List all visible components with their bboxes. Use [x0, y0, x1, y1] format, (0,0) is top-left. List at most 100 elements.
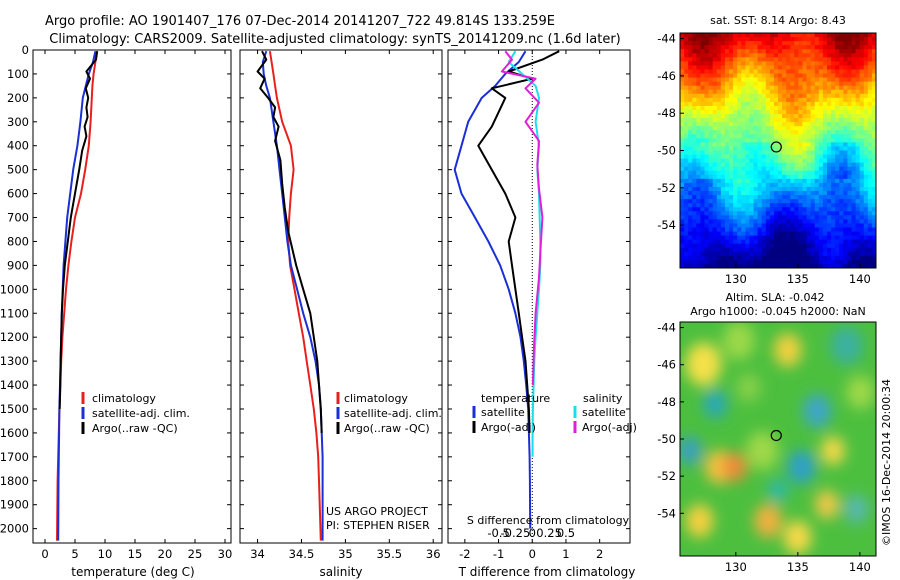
sst-cell	[847, 170, 852, 176]
sst-cell	[782, 118, 787, 123]
sst-cell	[847, 57, 852, 62]
sst-cell	[765, 61, 771, 66]
sst-cell	[773, 85, 779, 91]
sst-cell	[765, 93, 771, 99]
sst-cell	[680, 219, 685, 224]
sst-cell	[692, 219, 697, 224]
sst-cell	[822, 235, 828, 241]
sst-cell	[822, 251, 828, 257]
sst-cell	[802, 77, 807, 83]
sst-cell	[786, 130, 791, 135]
sst-cell	[708, 89, 714, 95]
sst-cell	[855, 251, 861, 257]
sst-cell	[871, 203, 876, 208]
sst-cell	[724, 130, 730, 135]
sst-cell	[749, 73, 754, 78]
sst-cell	[753, 69, 758, 74]
sst-cell	[737, 101, 742, 107]
sst-cell	[802, 101, 807, 107]
sst-cell	[863, 126, 869, 131]
sst-cell	[684, 223, 689, 228]
sst-cell	[802, 118, 807, 123]
sst-cell	[757, 162, 763, 168]
sst-cell	[778, 138, 783, 143]
sst-cell	[753, 178, 758, 184]
sst-cell	[790, 114, 795, 119]
sst-cell	[798, 61, 803, 66]
sst-cell	[835, 251, 840, 257]
sst-cell	[716, 126, 722, 131]
sst-cell	[835, 191, 840, 196]
sst-cell	[855, 57, 861, 62]
x-tick-label: 30	[218, 547, 233, 561]
sst-cell	[863, 122, 869, 127]
sst-cell	[729, 138, 734, 143]
sst-cell	[802, 138, 807, 143]
sst-cell	[773, 166, 779, 172]
sst-cell	[790, 174, 795, 180]
sst-cell	[773, 138, 779, 143]
sst-cell	[688, 158, 693, 164]
sst-cell	[863, 182, 869, 188]
sst-cell	[696, 235, 701, 241]
sst-cell	[814, 85, 820, 91]
sst-cell	[696, 109, 701, 115]
sst-cell	[684, 89, 689, 95]
sst-cell	[786, 53, 791, 58]
sst-cell	[831, 33, 836, 38]
sst-cell	[782, 109, 787, 115]
sst-cell	[798, 73, 803, 78]
sst-cell	[847, 49, 852, 54]
sst-cell	[680, 150, 685, 155]
sst-cell	[712, 166, 718, 172]
sst-cell	[806, 243, 812, 249]
sst-cell	[753, 191, 758, 196]
sst-cell	[855, 259, 861, 265]
sst-cell	[835, 182, 840, 188]
sst-cell	[814, 122, 820, 127]
sst-cell	[708, 146, 714, 151]
sst-cell	[737, 170, 742, 176]
sst-cell	[794, 259, 799, 265]
sst-cell	[859, 130, 865, 135]
sst-cell	[798, 146, 803, 151]
sst-cell	[737, 33, 742, 38]
sst-cell	[708, 195, 714, 200]
sst-cell	[753, 199, 758, 204]
sst-cell	[680, 263, 685, 268]
sst-cell	[741, 61, 746, 66]
sst-cell	[737, 186, 742, 192]
sst-cell	[733, 114, 738, 119]
sst-cell	[753, 142, 758, 147]
sst-cell	[782, 130, 787, 135]
sst-cell	[773, 207, 779, 212]
sst-cell	[680, 207, 685, 212]
sst-cell	[749, 65, 754, 70]
sst-cell	[786, 251, 791, 257]
sst-cell	[688, 146, 693, 151]
sst-cell	[818, 45, 824, 50]
sst-cell	[720, 138, 726, 143]
sst-cell	[688, 231, 693, 236]
sst-cell	[765, 41, 771, 46]
sst-cell	[827, 53, 832, 58]
sst-cell	[753, 259, 758, 265]
sst-cell	[822, 211, 828, 216]
sst-cell	[749, 130, 754, 135]
sst-cell	[773, 247, 779, 253]
sst-cell	[749, 199, 754, 204]
sst-cell	[773, 146, 779, 151]
sst-cell	[818, 118, 824, 123]
sst-cell	[847, 150, 852, 155]
sst-cell	[737, 211, 742, 216]
sst-cell	[778, 191, 783, 196]
sst-cell	[855, 122, 861, 127]
sst-cell	[810, 235, 816, 241]
sst-cell	[835, 231, 840, 236]
sst-cell	[761, 263, 767, 268]
sst-cell	[798, 126, 803, 131]
sst-cell	[843, 53, 848, 58]
sst-cell	[720, 81, 726, 87]
sst-cell	[761, 114, 767, 119]
